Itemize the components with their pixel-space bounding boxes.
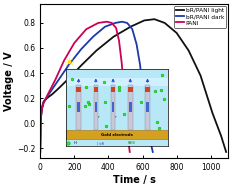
PANI [39, 151, 41, 153]
bR/PANI light [46, 97, 48, 99]
bR/PANI dark [103, 26, 106, 28]
PANI [122, 89, 125, 92]
bR/PANI light [219, 135, 222, 137]
PANI [117, 39, 120, 42]
PANI [54, 78, 57, 81]
bR/PANI light [95, 49, 97, 52]
Legend: bR/PANI light, bR/PANI dark, PANI: bR/PANI light, bR/PANI dark, PANI [173, 6, 225, 28]
bR/PANI dark [39, 118, 42, 121]
bR/PANI light [51, 93, 53, 95]
Text: ☀: ☀ [63, 57, 75, 70]
bR/PANI dark [57, 78, 60, 81]
bR/PANI dark [130, 28, 133, 30]
PANI [39, 118, 42, 121]
bR/PANI light [224, 151, 227, 153]
bR/PANI light [142, 19, 145, 22]
PANI [120, 62, 123, 64]
X-axis label: Time / s: Time / s [112, 175, 155, 185]
bR/PANI dark [141, 91, 144, 93]
bR/PANI light [39, 151, 41, 153]
bR/PANI dark [79, 48, 82, 50]
bR/PANI dark [42, 101, 45, 103]
PANI [85, 28, 87, 30]
bR/PANI dark [67, 63, 70, 65]
PANI [114, 27, 117, 29]
bR/PANI light [42, 101, 45, 103]
bR/PANI dark [40, 107, 43, 109]
PANI [126, 137, 129, 139]
Line: PANI: PANI [40, 22, 129, 152]
bR/PANI light [79, 64, 82, 67]
Line: bR/PANI light: bR/PANI light [40, 19, 225, 152]
bR/PANI dark [135, 43, 137, 45]
PANI [73, 42, 75, 44]
bR/PANI dark [151, 151, 154, 153]
bR/PANI dark [46, 96, 48, 98]
bR/PANI light [174, 32, 177, 34]
bR/PANI dark [148, 139, 151, 142]
bR/PANI light [67, 77, 70, 79]
PANI [42, 102, 45, 104]
PANI [128, 151, 131, 153]
bR/PANI light [163, 22, 165, 24]
bR/PANI dark [113, 22, 116, 24]
bR/PANI dark [39, 151, 41, 153]
PANI [46, 93, 49, 95]
PANI [62, 59, 65, 62]
bR/PANI light [198, 74, 201, 77]
bR/PANI light [152, 18, 155, 20]
bR/PANI dark [125, 22, 128, 24]
PANI [105, 21, 108, 23]
Y-axis label: Voltage / V: Voltage / V [4, 51, 14, 111]
bR/PANI dark [145, 119, 148, 122]
PANI [110, 22, 113, 24]
bR/PANI light [40, 107, 43, 109]
bR/PANI light [186, 49, 189, 52]
bR/PANI dark [51, 88, 53, 91]
bR/PANI light [57, 87, 60, 89]
bR/PANI dark [91, 36, 94, 38]
bR/PANI light [129, 26, 131, 28]
PANI [96, 22, 99, 24]
PANI [125, 117, 127, 119]
Line: bR/PANI dark: bR/PANI dark [40, 22, 152, 152]
PANI [40, 108, 43, 111]
bR/PANI dark [138, 63, 141, 65]
bR/PANI light [210, 112, 213, 114]
bR/PANI dark [120, 21, 123, 23]
bR/PANI light [112, 36, 114, 38]
bR/PANI light [39, 118, 42, 121]
